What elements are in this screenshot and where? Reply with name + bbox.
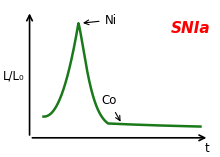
Text: SNIa: SNIa (171, 21, 211, 36)
Text: Ni: Ni (84, 14, 117, 27)
Text: Co: Co (101, 94, 120, 121)
Text: L/L₀: L/L₀ (3, 70, 25, 83)
Text: t: t (205, 142, 210, 155)
